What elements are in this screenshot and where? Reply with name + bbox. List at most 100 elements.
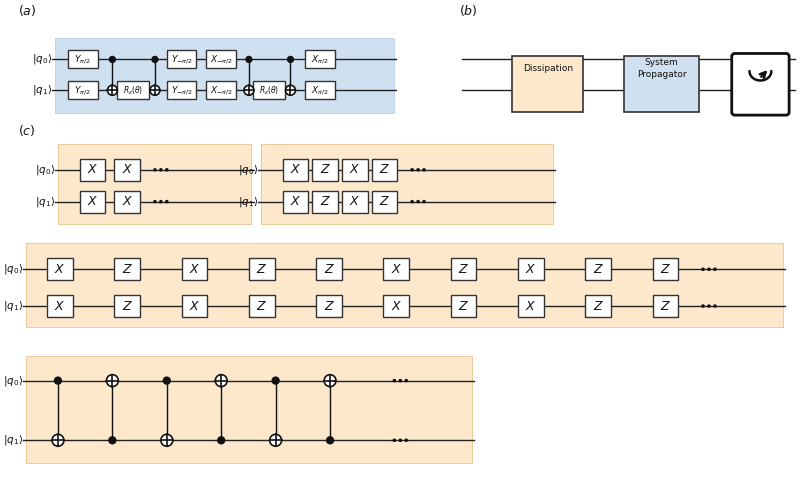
Circle shape: [393, 379, 396, 382]
Text: $X$: $X$: [122, 163, 133, 176]
Text: $Z$: $Z$: [379, 195, 390, 208]
FancyBboxPatch shape: [249, 295, 274, 317]
FancyBboxPatch shape: [586, 295, 611, 317]
FancyBboxPatch shape: [80, 191, 106, 213]
Circle shape: [215, 375, 227, 387]
Circle shape: [218, 437, 225, 444]
FancyBboxPatch shape: [261, 144, 553, 223]
FancyBboxPatch shape: [58, 144, 251, 223]
Text: $Y_{\pi/2}$: $Y_{\pi/2}$: [74, 84, 91, 96]
Text: $X$: $X$: [526, 263, 537, 276]
FancyBboxPatch shape: [118, 81, 149, 99]
Circle shape: [416, 168, 420, 172]
Text: $Z$: $Z$: [593, 263, 604, 276]
Circle shape: [393, 438, 396, 442]
Text: $Z$: $Z$: [458, 300, 469, 312]
Circle shape: [161, 434, 173, 446]
FancyBboxPatch shape: [306, 51, 335, 68]
Circle shape: [270, 434, 282, 446]
FancyBboxPatch shape: [167, 51, 197, 68]
Circle shape: [106, 375, 118, 387]
Circle shape: [410, 200, 414, 203]
Circle shape: [165, 200, 169, 203]
Circle shape: [287, 57, 294, 62]
Text: $X$: $X$: [390, 300, 402, 312]
Text: $Y_{-\pi/2}$: $Y_{-\pi/2}$: [170, 53, 193, 66]
Circle shape: [165, 168, 169, 172]
FancyBboxPatch shape: [306, 81, 335, 99]
Circle shape: [405, 379, 408, 382]
Text: $R_z(\theta)$: $R_z(\theta)$: [258, 84, 279, 96]
Circle shape: [326, 437, 334, 444]
FancyBboxPatch shape: [518, 258, 544, 280]
FancyBboxPatch shape: [653, 295, 678, 317]
FancyBboxPatch shape: [450, 258, 477, 280]
FancyBboxPatch shape: [26, 356, 471, 463]
Circle shape: [246, 57, 252, 62]
Circle shape: [713, 268, 717, 271]
Circle shape: [707, 304, 710, 308]
FancyBboxPatch shape: [282, 191, 308, 213]
FancyBboxPatch shape: [624, 57, 698, 112]
Text: $(a)$: $(a)$: [18, 2, 37, 18]
FancyBboxPatch shape: [383, 258, 409, 280]
FancyBboxPatch shape: [114, 191, 140, 213]
FancyBboxPatch shape: [167, 81, 197, 99]
FancyBboxPatch shape: [114, 258, 140, 280]
FancyBboxPatch shape: [68, 51, 98, 68]
FancyBboxPatch shape: [316, 258, 342, 280]
Text: $Z$: $Z$: [458, 263, 469, 276]
Text: $X$: $X$: [54, 263, 66, 276]
Text: $X_{-\pi/2}$: $X_{-\pi/2}$: [210, 53, 233, 66]
Text: $Z$: $Z$: [256, 300, 267, 312]
FancyBboxPatch shape: [450, 295, 477, 317]
FancyBboxPatch shape: [55, 37, 394, 113]
Circle shape: [150, 85, 160, 95]
Circle shape: [702, 268, 705, 271]
Text: System
Propagator: System Propagator: [637, 58, 686, 79]
Text: $X$: $X$: [189, 263, 200, 276]
Text: $X$: $X$: [87, 195, 98, 208]
Text: $Z$: $Z$: [323, 300, 334, 312]
FancyBboxPatch shape: [342, 159, 368, 181]
Text: $|q_1\rangle$: $|q_1\rangle$: [3, 299, 23, 313]
Text: $Z$: $Z$: [256, 263, 267, 276]
FancyBboxPatch shape: [312, 159, 338, 181]
Circle shape: [163, 377, 170, 384]
FancyBboxPatch shape: [182, 258, 207, 280]
Text: $|q_1\rangle$: $|q_1\rangle$: [238, 195, 258, 209]
Text: $X$: $X$: [87, 163, 98, 176]
Circle shape: [416, 200, 420, 203]
Text: $X$: $X$: [526, 300, 537, 312]
Circle shape: [110, 57, 115, 62]
Text: $(c)$: $(c)$: [18, 123, 36, 138]
Text: $|q_1\rangle$: $|q_1\rangle$: [35, 195, 55, 209]
FancyBboxPatch shape: [26, 244, 783, 327]
Circle shape: [109, 437, 116, 444]
Text: $X$: $X$: [189, 300, 200, 312]
Text: $Z$: $Z$: [660, 263, 671, 276]
Text: $X$: $X$: [349, 163, 361, 176]
Circle shape: [422, 168, 426, 172]
Circle shape: [398, 379, 402, 382]
Text: $|q_0\rangle$: $|q_0\rangle$: [32, 53, 52, 66]
FancyBboxPatch shape: [342, 191, 368, 213]
FancyBboxPatch shape: [282, 159, 308, 181]
Text: $X$: $X$: [390, 263, 402, 276]
Circle shape: [702, 304, 705, 308]
Text: Dissipation: Dissipation: [522, 64, 573, 73]
Circle shape: [272, 377, 279, 384]
Text: $R_z(\theta)$: $R_z(\theta)$: [123, 84, 143, 96]
FancyBboxPatch shape: [518, 295, 544, 317]
Circle shape: [159, 200, 162, 203]
Circle shape: [324, 375, 336, 387]
Text: $|q_0\rangle$: $|q_0\rangle$: [35, 163, 55, 177]
FancyBboxPatch shape: [206, 51, 236, 68]
Circle shape: [152, 57, 158, 62]
FancyBboxPatch shape: [372, 191, 398, 213]
Circle shape: [107, 85, 118, 95]
FancyBboxPatch shape: [47, 295, 73, 317]
Circle shape: [707, 268, 710, 271]
Circle shape: [153, 200, 157, 203]
FancyBboxPatch shape: [249, 258, 274, 280]
